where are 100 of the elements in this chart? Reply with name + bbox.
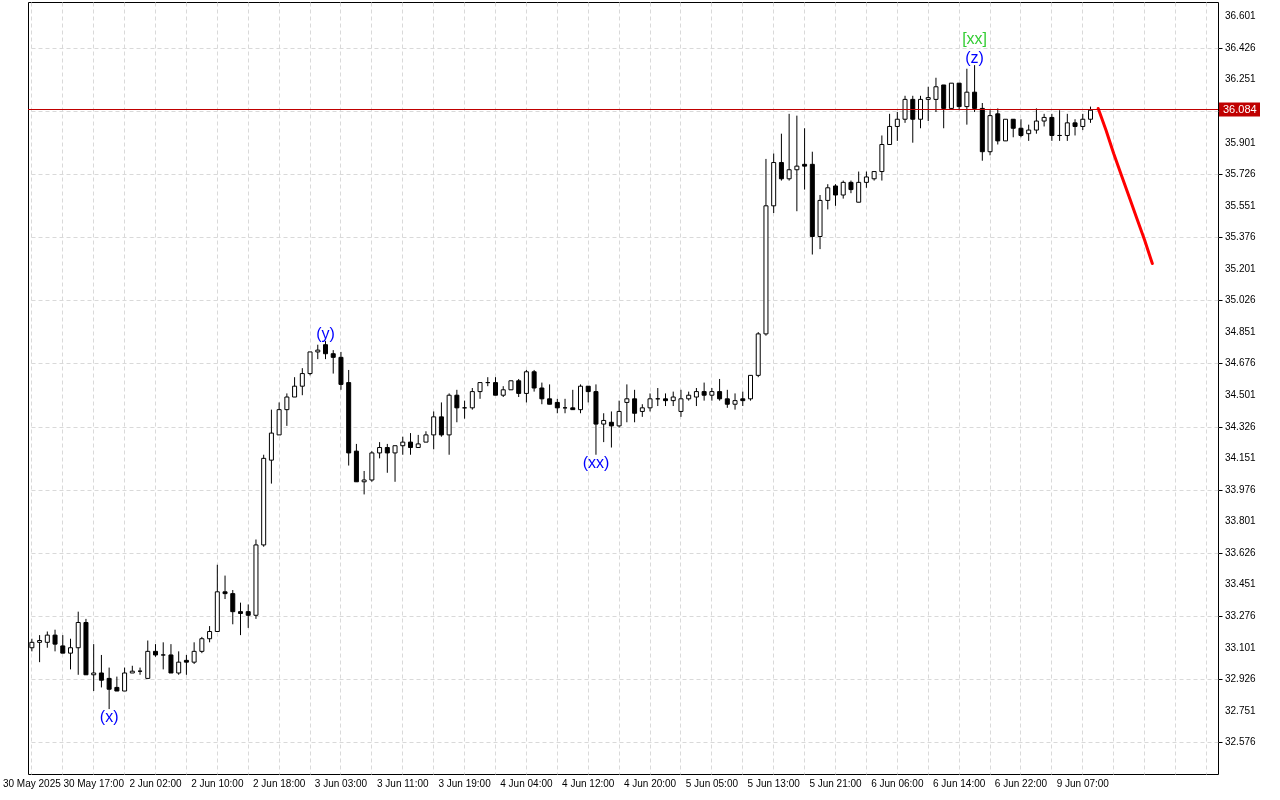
y-tick-label: 33.976 (1225, 483, 1257, 495)
y-tick-label: 32.751 (1225, 704, 1257, 716)
x-tick-label: 5 Jun 21:00 (809, 777, 863, 789)
candlestick (786, 113, 792, 182)
candlestick (608, 410, 614, 449)
y-tick-label: 34.851 (1225, 325, 1257, 337)
y-tick-label: 33.276 (1225, 609, 1257, 621)
candlestick (106, 667, 112, 710)
candlestick (601, 412, 607, 443)
candlestick (840, 180, 846, 200)
x-tick-label: 6 Jun 14:00 (933, 777, 986, 789)
line-series (1096, 106, 1154, 266)
y-tick-label: 33.801 (1225, 515, 1257, 527)
candlestick (454, 389, 460, 423)
candlestick (825, 183, 831, 210)
candlestick (469, 387, 475, 411)
ref-line-label: 36.084 (1223, 102, 1257, 115)
candlestick (68, 638, 73, 670)
y-tick-label: 34.326 (1225, 420, 1257, 432)
candlestick (578, 383, 583, 414)
x-tick-label: 6 Jun 06:00 (871, 777, 924, 789)
x-tick-label: 3 Jun 11:00 (377, 777, 429, 789)
candlestick (1010, 118, 1016, 138)
candlestick (330, 349, 336, 375)
candlestick (964, 68, 970, 126)
y-tick-label: 33.101 (1225, 641, 1257, 653)
candlestick (972, 64, 978, 113)
y-tick-label: 35.901 (1225, 136, 1257, 148)
candlestick (1041, 113, 1047, 127)
candlestick (918, 95, 923, 129)
x-tick-label: 5 Jun 13:00 (747, 777, 801, 789)
candlestick (37, 634, 43, 663)
candlestick (361, 470, 367, 495)
candlestick (778, 133, 784, 182)
candlestick (238, 602, 243, 636)
candlestick (894, 111, 900, 142)
candlestick (724, 389, 730, 409)
candlestick (1064, 113, 1070, 142)
y-tick-label: 35.376 (1225, 231, 1257, 243)
candlestick (191, 641, 197, 665)
candlestick (701, 382, 707, 402)
candlestick (802, 127, 808, 191)
candlestick (933, 77, 939, 113)
candlestick (547, 383, 553, 405)
candlestick (902, 95, 908, 124)
candlestick (400, 436, 406, 456)
y-tick-label: 33.451 (1225, 578, 1257, 590)
candlestick (60, 634, 66, 654)
candlestick (941, 84, 947, 129)
x-tick-label: 30 May 2025 (2, 777, 62, 789)
candlestick (98, 654, 104, 688)
x-tick-label: 3 Jun 19:00 (438, 777, 492, 789)
y-tick-label: 35.201 (1225, 262, 1257, 274)
candlestick (910, 95, 916, 144)
y-tick-label: 33.626 (1225, 546, 1257, 558)
annotation: [xx] (962, 30, 988, 48)
y-tick-label: 36.601 (1225, 10, 1257, 22)
candlestick (176, 650, 182, 676)
y-tick-label: 35.726 (1225, 168, 1257, 180)
y-tick-label: 34.501 (1225, 389, 1257, 401)
x-tick-label: 2 Jun 18:00 (253, 777, 306, 789)
candlestick (1003, 118, 1008, 142)
x-tick-label: 4 Jun 20:00 (623, 777, 677, 789)
candlestick (833, 183, 838, 207)
candlestick (925, 86, 931, 122)
candlestick (887, 113, 893, 145)
x-tick-label: 6 Jun 22:00 (994, 777, 1048, 789)
candlestick (52, 629, 58, 652)
candlestick (531, 369, 537, 393)
candlestick (438, 401, 444, 438)
y-tick-label: 32.576 (1225, 736, 1257, 748)
candlestick (570, 389, 576, 411)
y-tick-label: 34.676 (1225, 357, 1257, 369)
candlestick (516, 378, 522, 398)
candlestick (1033, 107, 1039, 135)
candlestick (1072, 118, 1078, 136)
candlestick (717, 378, 723, 402)
candlestick (230, 589, 236, 625)
candlestick (856, 171, 862, 203)
candlestick (523, 369, 529, 403)
y-tick-label: 34.151 (1225, 452, 1257, 464)
x-tick-label: 2 Jun 10:00 (191, 777, 244, 789)
candlestick (539, 382, 545, 405)
y-tick-label: 32.926 (1225, 673, 1257, 685)
candlestick (114, 676, 120, 692)
candlestick (307, 351, 313, 376)
x-tick-label: 30 May 17:00 (63, 777, 125, 789)
candlestick (392, 445, 398, 483)
x-tick-label: 5 Jun 05:00 (685, 777, 739, 789)
candlestick (748, 374, 753, 402)
candlestick (408, 432, 413, 456)
candlestick (709, 387, 715, 402)
x-tick-label: 9 Jun 07:00 (1056, 777, 1110, 789)
candlestick (245, 603, 251, 629)
candlestick (1049, 113, 1055, 142)
candlestick (647, 392, 653, 412)
candlestick (323, 340, 328, 360)
annotation: (z) (965, 49, 984, 67)
candlestick (616, 400, 622, 429)
candlestick (1018, 118, 1024, 138)
